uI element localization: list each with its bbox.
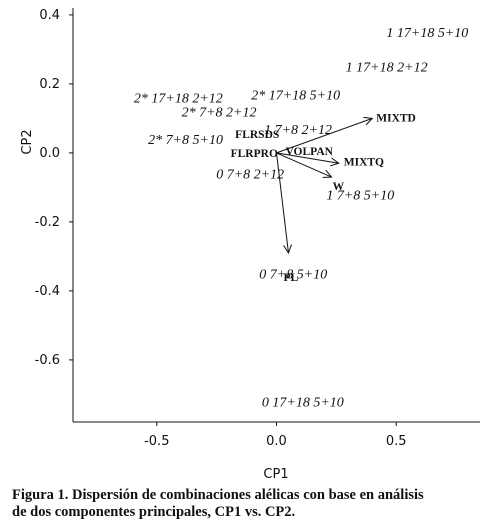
vector-label: VOLPAN (285, 146, 333, 158)
score-point-label: 1 17+18 2+12 (346, 61, 428, 76)
vector-arrow (276, 152, 289, 253)
x-axis-label: CP1 (263, 467, 288, 482)
vector-arrow (276, 118, 373, 154)
score-point-label: 1 7+8 5+10 (326, 188, 394, 203)
y-tick-label: 0.4 (39, 8, 60, 23)
y-tick-label: -0.6 (35, 353, 60, 368)
score-point-label: 2* 17+18 5+10 (251, 88, 340, 103)
score-point-label: 2* 7+8 2+12 (182, 106, 257, 121)
x-tick-label: 0.0 (266, 434, 287, 449)
score-point-label: 1 7+8 2+12 (264, 123, 332, 138)
x-tick-label: 0.5 (386, 434, 407, 449)
x-tick-label: -0.5 (144, 434, 169, 449)
vector-label: MIXTD (376, 112, 416, 124)
score-point-label: 2* 7+8 5+10 (148, 133, 223, 148)
x-ticks: -0.5 0.0 0.5 (144, 422, 407, 449)
score-labels: 1 17+18 5+101 17+18 2+122* 17+18 2+12 2* … (134, 26, 468, 410)
vector-arrow (276, 152, 339, 163)
y-tick-label: 0.0 (39, 146, 60, 161)
score-point-label: 2* 17+18 2+12 (134, 92, 223, 107)
pca-biplot: 0.4 0.2 0.0 -0.2 -0.4 -0.6 -0.5 0.0 0.5 CP1 CP2… (20, 8, 480, 482)
vector-arrow (276, 152, 332, 177)
y-axis-label: CP2 (20, 129, 35, 154)
score-point-label: 0 17+18 5+10 (262, 395, 344, 410)
y-tick-label: -0.4 (35, 284, 60, 299)
vector-label: MIXTQ (344, 156, 384, 168)
vector-label: W (333, 181, 345, 193)
score-point-label: 0 7+8 2+12 (216, 168, 284, 183)
vector-label: PL (283, 272, 298, 284)
caption-line-1: Figura 1. Dispersión de combinaciones al… (12, 487, 424, 503)
score-point-label: 0 7+8 5+10 (259, 268, 327, 283)
loading-vectors: MIXTD MIXTQ W PL FLRSDS VOLPAN FLRPRO (231, 112, 416, 284)
vector-label: FLRPRO (231, 148, 278, 160)
vector-label: FLRSDS (235, 129, 279, 141)
y-tick-label: -0.2 (35, 215, 60, 230)
score-point-label: 1 17+18 5+10 (386, 26, 468, 41)
y-tick-label: 0.2 (39, 77, 60, 92)
caption-line-2: de dos componentes principales, CP1 vs. … (12, 504, 296, 520)
figure-caption: Figura 1. Dispersión de combinaciones al… (12, 487, 492, 521)
y-ticks: 0.4 0.2 0.0 -0.2 -0.4 -0.6 (35, 8, 73, 368)
